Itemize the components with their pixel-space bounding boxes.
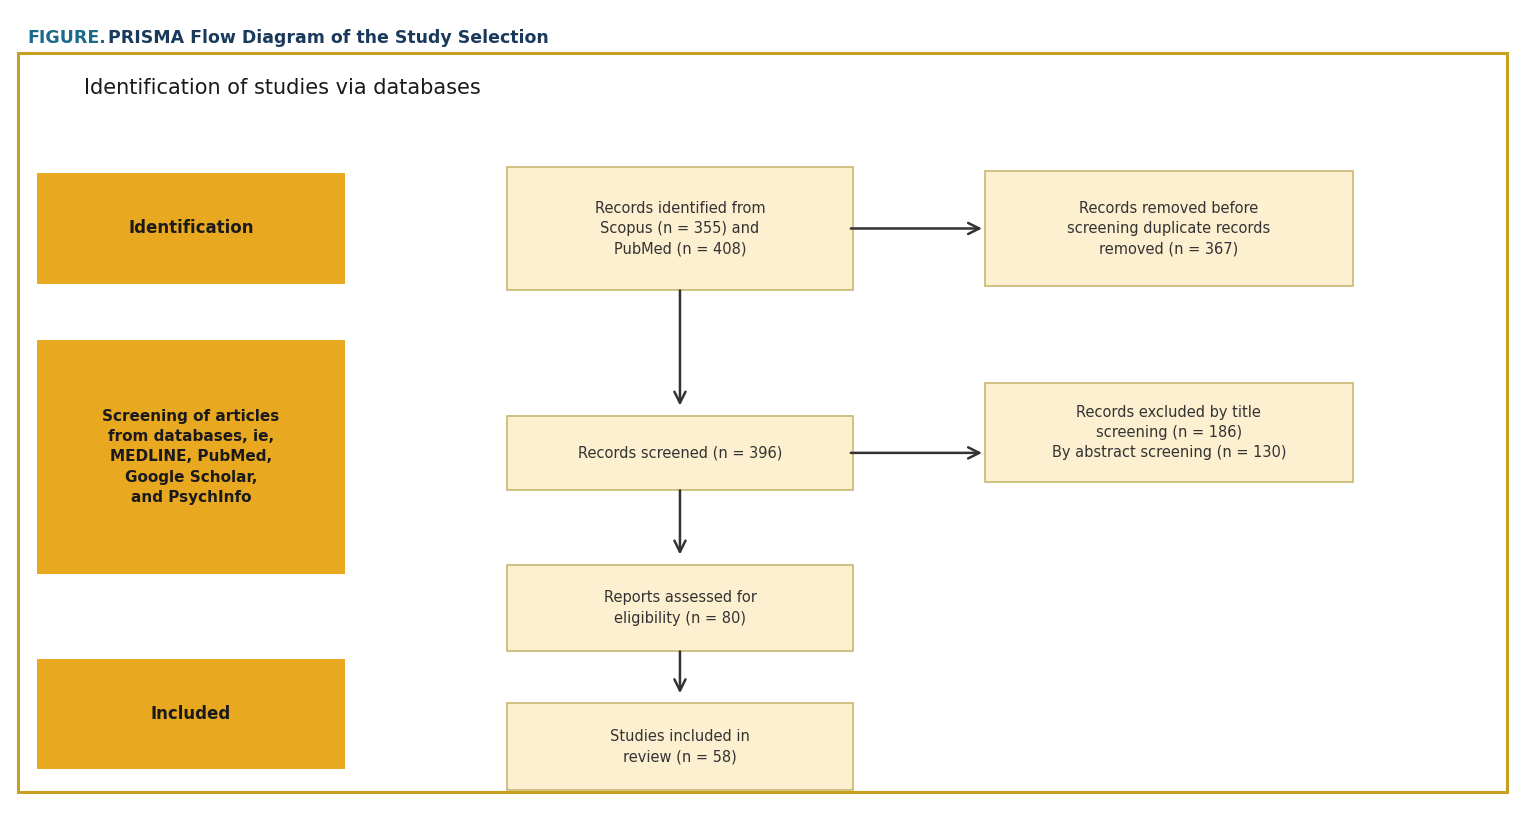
FancyBboxPatch shape <box>984 171 1354 286</box>
Text: Records screened (n = 396): Records screened (n = 396) <box>578 446 782 460</box>
Text: Reports assessed for
eligibility (n = 80): Reports assessed for eligibility (n = 80… <box>604 590 756 626</box>
Text: Records identified from
Scopus (n = 355) and
PubMed (n = 408): Records identified from Scopus (n = 355)… <box>594 201 766 256</box>
FancyBboxPatch shape <box>507 166 853 290</box>
FancyBboxPatch shape <box>37 659 345 769</box>
FancyBboxPatch shape <box>37 173 345 284</box>
FancyBboxPatch shape <box>37 340 345 574</box>
FancyBboxPatch shape <box>507 565 853 651</box>
Text: Screening of articles
from databases, ie,
MEDLINE, PubMed,
Google Scholar,
and P: Screening of articles from databases, ie… <box>102 409 280 505</box>
FancyBboxPatch shape <box>507 703 853 790</box>
FancyBboxPatch shape <box>18 53 1507 792</box>
Text: Records removed before
screening duplicate records
removed (n = 367): Records removed before screening duplica… <box>1067 201 1271 256</box>
Text: Studies included in
review (n = 58): Studies included in review (n = 58) <box>610 729 750 765</box>
Text: PRISMA Flow Diagram of the Study Selection: PRISMA Flow Diagram of the Study Selecti… <box>102 29 549 47</box>
FancyBboxPatch shape <box>507 415 853 490</box>
Text: Records excluded by title
screening (n = 186)
By abstract screening (n = 130): Records excluded by title screening (n =… <box>1051 405 1287 460</box>
Text: Identification of studies via databases: Identification of studies via databases <box>84 78 481 98</box>
FancyBboxPatch shape <box>984 384 1354 481</box>
Text: Included: Included <box>151 705 231 723</box>
Text: FIGURE.: FIGURE. <box>28 29 107 47</box>
Text: Identification: Identification <box>128 220 254 237</box>
